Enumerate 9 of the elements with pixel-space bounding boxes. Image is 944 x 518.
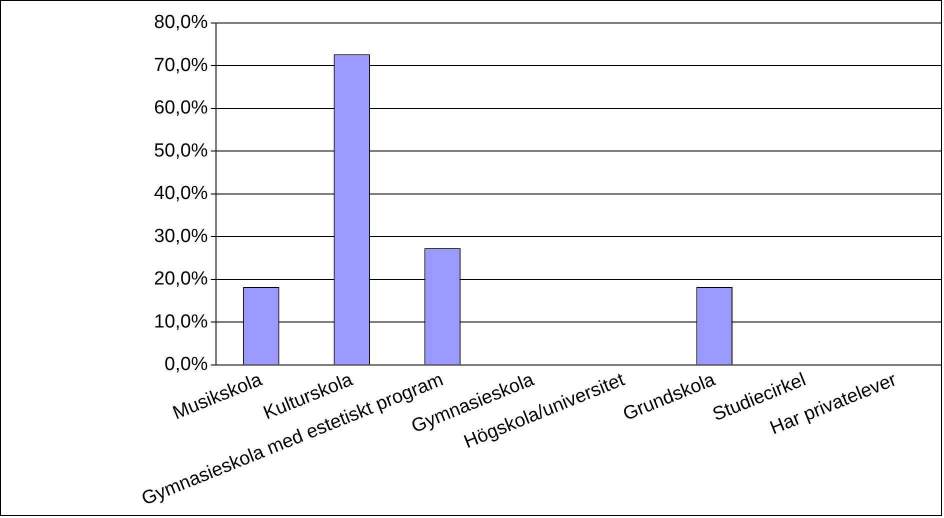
y-tick-label: 70,0% <box>154 54 208 76</box>
y-tick-label: 80,0% <box>154 12 208 34</box>
y-tick-label: 40,0% <box>154 183 208 204</box>
y-tick-label: 60,0% <box>154 98 208 119</box>
y-tick-label: 0,0% <box>164 354 208 376</box>
y-tick-label: 50,0% <box>154 140 208 162</box>
y-tick-label: 30,0% <box>154 226 208 247</box>
y-tick-label: 20,0% <box>154 268 208 290</box>
y-tick-label: 10,0% <box>154 311 208 332</box>
